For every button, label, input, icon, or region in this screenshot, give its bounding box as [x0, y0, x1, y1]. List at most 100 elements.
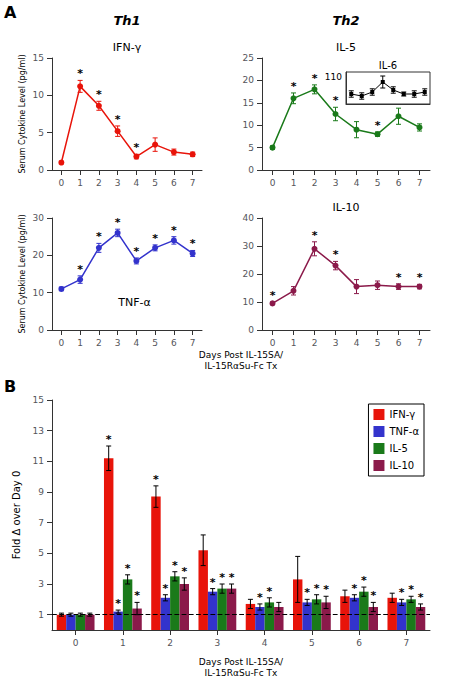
svg-text:25: 25: [243, 53, 254, 63]
svg-text:40: 40: [243, 213, 255, 223]
svg-text:*: *: [333, 94, 339, 107]
svg-text:*: *: [171, 224, 177, 237]
svg-text:5: 5: [152, 178, 158, 188]
svg-text:2: 2: [167, 638, 173, 648]
svg-text:6: 6: [171, 338, 177, 348]
svg-text:6: 6: [396, 178, 402, 188]
svg-text:5: 5: [309, 638, 315, 648]
svg-text:0: 0: [73, 638, 79, 648]
svg-text:5: 5: [375, 338, 381, 348]
svg-text:5: 5: [152, 338, 158, 348]
svg-text:TNF-α: TNF-α: [117, 296, 151, 309]
svg-text:Serum Cytokine Level (pg/ml): Serum Cytokine Level (pg/ml): [18, 54, 27, 173]
svg-text:*: *: [291, 80, 297, 93]
svg-text:*: *: [333, 248, 339, 261]
svg-text:*: *: [229, 571, 235, 584]
svg-text:0: 0: [248, 165, 254, 175]
svg-text:1: 1: [38, 610, 44, 620]
svg-text:IL-5: IL-5: [336, 41, 356, 54]
svg-text:Th1: Th1: [113, 13, 140, 28]
svg-text:20: 20: [33, 250, 45, 260]
svg-text:*: *: [270, 289, 276, 302]
svg-text:15: 15: [33, 53, 44, 63]
svg-text:30: 30: [33, 213, 45, 223]
svg-text:3: 3: [38, 579, 44, 589]
svg-text:Days Post IL-15SA/: Days Post IL-15SA/: [199, 657, 284, 667]
svg-text:IL-15RαSu-Fc Tx: IL-15RαSu-Fc Tx: [205, 668, 279, 678]
svg-text:4: 4: [134, 178, 140, 188]
svg-text:Fold Δ over Day 0: Fold Δ over Day 0: [11, 471, 22, 560]
svg-text:*: *: [133, 245, 139, 258]
svg-text:10: 10: [33, 288, 45, 298]
svg-text:*: *: [304, 586, 310, 599]
svg-text:0: 0: [59, 338, 65, 348]
svg-text:5: 5: [375, 178, 381, 188]
svg-text:10: 10: [243, 297, 255, 307]
svg-text:*: *: [96, 230, 102, 243]
svg-text:0: 0: [59, 178, 65, 188]
svg-text:1: 1: [120, 638, 126, 648]
svg-text:*: *: [153, 473, 159, 486]
svg-text:2: 2: [312, 338, 318, 348]
svg-text:*: *: [152, 232, 158, 245]
svg-text:7: 7: [190, 178, 196, 188]
svg-text:2: 2: [96, 338, 102, 348]
svg-text:2: 2: [96, 178, 102, 188]
svg-text:Days Post IL-15SA/: Days Post IL-15SA/: [199, 350, 284, 360]
svg-text:*: *: [125, 562, 131, 575]
svg-text:*: *: [408, 583, 414, 596]
svg-text:4: 4: [354, 338, 360, 348]
svg-text:*: *: [163, 582, 169, 595]
svg-text:2: 2: [312, 178, 318, 188]
svg-text:3: 3: [115, 338, 121, 348]
svg-text:1: 1: [77, 338, 83, 348]
svg-text:0: 0: [270, 338, 276, 348]
svg-text:0: 0: [38, 165, 44, 175]
svg-text:4: 4: [262, 638, 268, 648]
svg-text:3: 3: [215, 638, 221, 648]
svg-text:*: *: [77, 67, 83, 80]
svg-text:*: *: [115, 597, 121, 610]
svg-text:7: 7: [417, 338, 423, 348]
svg-text:6: 6: [171, 178, 177, 188]
svg-text:*: *: [96, 88, 102, 101]
svg-text:15: 15: [243, 98, 254, 108]
svg-text:10: 10: [33, 90, 45, 100]
svg-text:*: *: [210, 576, 216, 589]
svg-text:4: 4: [134, 338, 140, 348]
svg-text:0: 0: [248, 325, 254, 335]
svg-text:1: 1: [291, 338, 297, 348]
svg-text:110: 110: [325, 72, 342, 82]
svg-text:*: *: [266, 585, 272, 598]
svg-text:*: *: [314, 582, 320, 595]
svg-text:*: *: [417, 271, 423, 284]
svg-text:Serum Cytokine Level (pg/ml): Serum Cytokine Level (pg/ml): [18, 214, 27, 333]
svg-text:IL-15RαSu-Fc Tx: IL-15RαSu-Fc Tx: [205, 361, 279, 371]
svg-text:7: 7: [417, 178, 423, 188]
svg-text:7: 7: [190, 338, 196, 348]
svg-text:7: 7: [404, 638, 410, 648]
svg-text:5: 5: [38, 128, 44, 138]
svg-text:IL-5: IL-5: [389, 443, 407, 454]
svg-text:*: *: [396, 271, 402, 284]
svg-text:IFN-γ: IFN-γ: [389, 409, 415, 420]
svg-text:*: *: [181, 565, 187, 578]
svg-text:*: *: [133, 141, 139, 154]
svg-text:3: 3: [333, 338, 339, 348]
svg-text:20: 20: [243, 75, 255, 85]
svg-text:3: 3: [333, 178, 339, 188]
svg-text:Th2: Th2: [332, 13, 359, 28]
svg-text:B: B: [4, 377, 16, 396]
svg-text:13: 13: [33, 426, 44, 436]
svg-text:*: *: [77, 263, 83, 276]
svg-text:*: *: [323, 583, 329, 596]
svg-text:IL-10: IL-10: [332, 201, 359, 214]
svg-text:*: *: [106, 433, 112, 446]
svg-text:*: *: [115, 216, 121, 229]
svg-text:*: *: [257, 591, 263, 604]
svg-text:A: A: [4, 3, 17, 22]
svg-text:*: *: [312, 229, 318, 242]
svg-text:7: 7: [38, 518, 44, 528]
svg-text:TNF-α: TNF-α: [388, 426, 419, 437]
svg-text:*: *: [115, 113, 121, 126]
